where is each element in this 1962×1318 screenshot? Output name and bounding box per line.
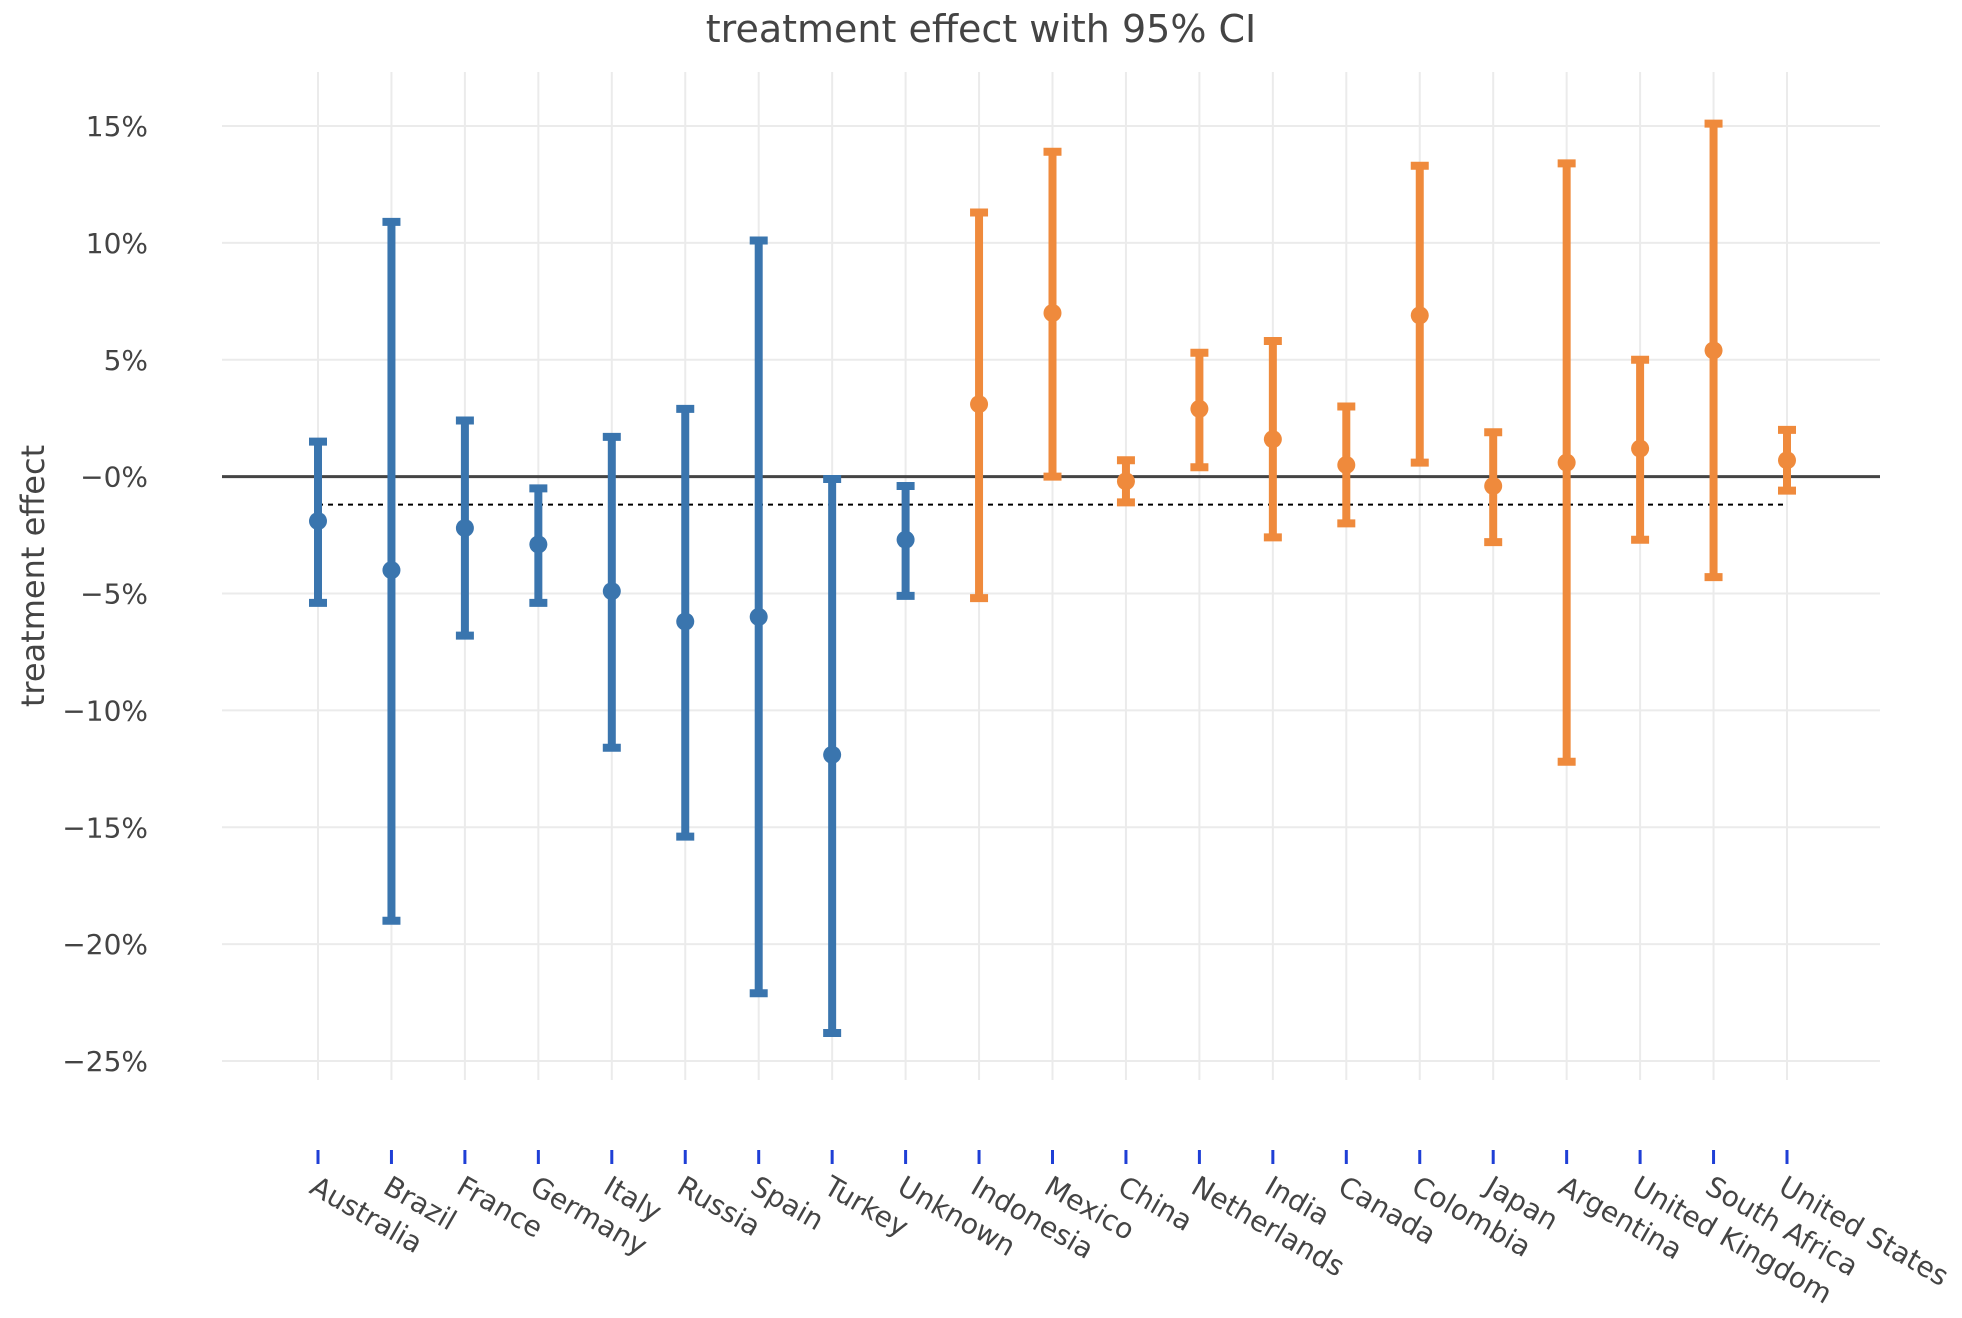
estimate-point bbox=[1043, 304, 1062, 322]
y-tick-label: −15% bbox=[62, 811, 148, 844]
estimate-point bbox=[1337, 455, 1356, 474]
estimate-point bbox=[676, 612, 695, 631]
estimate-point bbox=[602, 582, 621, 601]
y-tick-label: 5% bbox=[104, 344, 148, 377]
estimate-point bbox=[529, 535, 548, 554]
estimate-point bbox=[1263, 430, 1282, 449]
grid-layer bbox=[222, 72, 1880, 1080]
estimate-point bbox=[1631, 439, 1650, 458]
estimate-point bbox=[455, 519, 474, 538]
estimate-point bbox=[1778, 451, 1796, 470]
y-axis-label: treatment effect bbox=[14, 445, 52, 707]
estimate-point bbox=[1410, 306, 1429, 325]
estimate-point bbox=[749, 607, 768, 626]
y-tick-label: −5% bbox=[80, 578, 148, 611]
x-tick-label: Russia bbox=[672, 1169, 766, 1243]
estimate-point bbox=[1116, 472, 1135, 491]
x-tick-label: Turkey bbox=[818, 1169, 914, 1244]
y-tick-label: 10% bbox=[86, 227, 148, 260]
estimate-point bbox=[382, 561, 401, 580]
y-tick-label: −10% bbox=[62, 694, 148, 727]
y-tick-label: −20% bbox=[62, 928, 148, 961]
y-tick-labels: 15% 10% 5% −0% −5% −10% −15% −20% −25% bbox=[62, 110, 148, 1078]
estimate-point bbox=[1484, 476, 1503, 495]
estimate-point bbox=[1704, 341, 1723, 360]
estimate-point bbox=[1557, 453, 1576, 472]
estimate-point bbox=[896, 530, 915, 549]
y-tick-label: −25% bbox=[62, 1045, 148, 1078]
y-tick-label: 15% bbox=[86, 110, 148, 143]
error-bars bbox=[309, 119, 1796, 1037]
y-tick-label: −0% bbox=[80, 461, 148, 494]
estimate-point bbox=[1190, 399, 1209, 418]
estimate-point bbox=[823, 745, 842, 764]
reference-lines bbox=[222, 475, 1880, 506]
estimate-point bbox=[970, 395, 989, 414]
chart-title: treatment effect with 95% CI bbox=[706, 7, 1257, 51]
estimate-point bbox=[309, 512, 327, 531]
